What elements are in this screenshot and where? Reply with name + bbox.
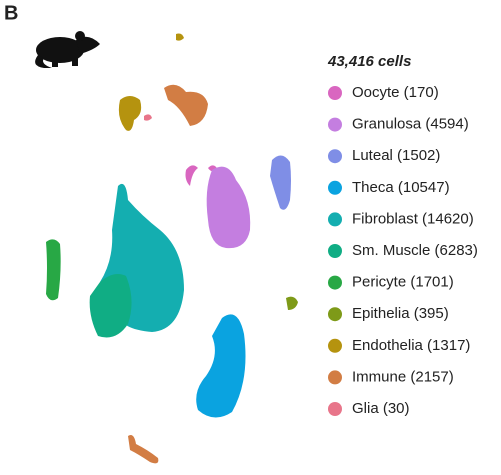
cluster — [286, 296, 298, 310]
legend-swatch — [328, 402, 342, 416]
legend-label: Immune (2157) — [352, 368, 454, 385]
cluster — [144, 114, 152, 121]
cluster — [206, 166, 251, 249]
legend-swatch — [328, 149, 342, 164]
cluster — [270, 155, 291, 210]
legend-swatch — [328, 370, 342, 385]
cluster — [89, 274, 132, 338]
cluster — [164, 84, 208, 126]
legend-title: 43,416 cells — [327, 53, 411, 70]
panel-label: B — [4, 2, 18, 24]
legend-swatch — [328, 180, 342, 195]
mouse-icon — [35, 31, 100, 68]
legend-label: Theca (10547) — [352, 179, 450, 196]
cluster — [128, 435, 159, 464]
cluster — [118, 96, 142, 131]
legend-label: Luteal (1502) — [352, 147, 440, 164]
cluster — [185, 165, 198, 186]
legend-label: Oocyte (170) — [352, 84, 439, 101]
cluster — [46, 239, 61, 301]
legend-swatch — [328, 86, 342, 100]
legend-swatch — [328, 212, 342, 227]
legend-swatch — [328, 275, 342, 290]
legend-swatch — [328, 338, 342, 353]
legend-label: Granulosa (4594) — [352, 116, 469, 133]
cluster — [176, 33, 184, 41]
legend-label: Fibroblast (14620) — [352, 210, 474, 227]
legend-label: Epithelia (395) — [352, 305, 449, 322]
legend-label: Endothelia (1317) — [352, 337, 470, 354]
legend-swatch — [328, 307, 342, 322]
legend-swatch — [328, 244, 342, 258]
legend-label: Glia (30) — [352, 400, 410, 417]
cluster — [196, 314, 246, 418]
legend-label: Pericyte (1701) — [352, 274, 454, 291]
legend-swatch — [328, 117, 342, 132]
legend-label: Sm. Muscle (6283) — [352, 242, 478, 259]
